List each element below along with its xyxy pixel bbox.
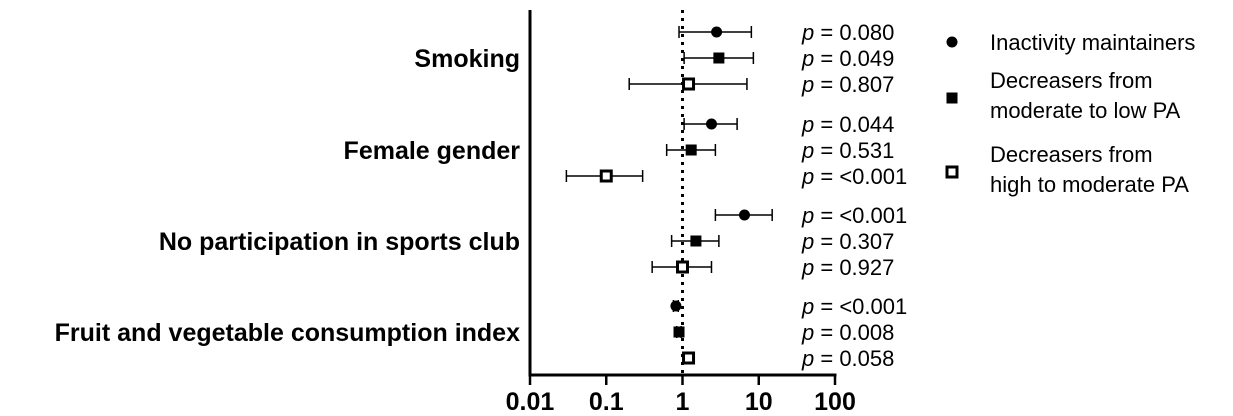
point-marker: [599, 169, 613, 183]
x-tick-label: 1: [676, 388, 690, 416]
p-symbol: p: [801, 229, 814, 254]
point-marker: [705, 118, 717, 130]
p-value: = 0.044: [814, 112, 894, 137]
p-symbol: p: [801, 112, 814, 137]
p-value-label: p = 0.927: [801, 255, 894, 280]
p-value-label: p = 0.531: [801, 138, 894, 163]
point-marker: [738, 209, 750, 221]
point-marker: [713, 52, 725, 64]
p-value: = <0.001: [814, 203, 907, 228]
p-value: = 0.807: [814, 72, 894, 97]
p-value-label: p = <0.001: [801, 203, 907, 228]
p-value-label: p = 0.080: [801, 20, 894, 45]
category-label: Female gender: [344, 137, 521, 165]
p-value: = 0.049: [814, 46, 894, 71]
p-symbol: p: [801, 294, 814, 319]
p-value: = <0.001: [814, 164, 907, 189]
p-value-label: p = 0.058: [801, 346, 894, 371]
p-value: = 0.927: [814, 255, 894, 280]
p-value: = 0.080: [814, 20, 894, 45]
point-marker: [690, 235, 702, 247]
p-symbol: p: [801, 320, 814, 345]
x-tick-label: 10: [745, 388, 773, 416]
point-marker: [682, 351, 696, 365]
legend-label: Decreasers from: [990, 68, 1153, 93]
p-symbol: p: [801, 255, 814, 280]
p-value: = <0.001: [814, 294, 907, 319]
category-labels: Smoking Female gender No participation in …: [55, 45, 521, 347]
point-marker: [673, 326, 685, 338]
p-value-label: p = <0.001: [801, 164, 907, 189]
category-label: Smoking: [414, 45, 520, 73]
legend-marker: [946, 92, 958, 104]
p-symbol: p: [801, 72, 814, 97]
legend: Inactivity maintainers Decreasers from mod…: [945, 30, 1195, 197]
point-marker: [711, 26, 723, 38]
x-tick-label: 100: [814, 388, 856, 416]
p-value-label: p = 0.807: [801, 72, 894, 97]
p-value-label: p = 0.049: [801, 46, 894, 71]
p-value: = 0.008: [814, 320, 894, 345]
legend-marker: [946, 36, 958, 48]
plot-area: 0.01 0.1 1 10 100: [506, 10, 856, 416]
legend-label: Decreasers from: [990, 142, 1153, 167]
legend-label: high to moderate PA: [990, 172, 1189, 197]
x-tick-label: 0.01: [506, 388, 555, 416]
point-marker: [685, 144, 697, 156]
p-symbol: p: [801, 164, 814, 189]
p-value: = 0.307: [814, 229, 894, 254]
p-symbol: p: [801, 203, 814, 228]
point-marker: [676, 260, 689, 274]
x-tick-label: 0.1: [589, 388, 624, 416]
category-label: No participation in sports club: [159, 228, 520, 256]
legend-marker: [945, 165, 959, 179]
p-symbol: p: [801, 138, 814, 163]
legend-label: Inactivity maintainers: [990, 30, 1195, 55]
p-symbol: p: [801, 346, 814, 371]
point-marker: [682, 77, 696, 91]
p-value-label: p = 0.008: [801, 320, 894, 345]
p-symbol: p: [801, 20, 814, 45]
p-value: = 0.531: [814, 138, 894, 163]
p-value-label: p = 0.044: [801, 112, 894, 137]
category-label: Fruit and vegetable consumption index: [55, 319, 520, 347]
p-symbol: p: [801, 46, 814, 71]
point-marker: [670, 300, 682, 312]
p-value: = 0.058: [814, 346, 894, 371]
legend-label: moderate to low PA: [990, 98, 1181, 123]
p-value-label: p = <0.001: [801, 294, 907, 319]
p-value-label: p = 0.307: [801, 229, 894, 254]
